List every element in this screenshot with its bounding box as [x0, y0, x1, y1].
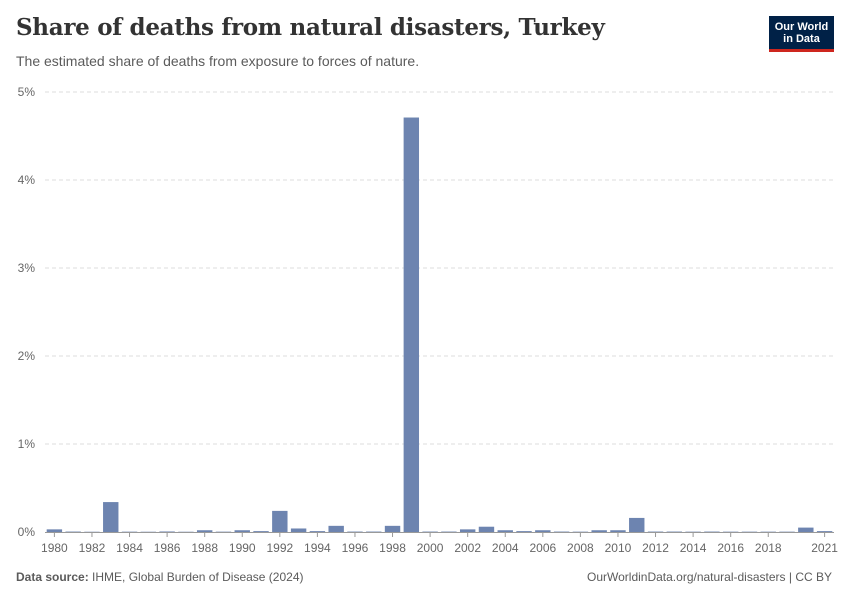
- x-tick-label: 2012: [642, 541, 669, 555]
- x-tick-label: 2018: [755, 541, 782, 555]
- x-tick-label: 1994: [304, 541, 331, 555]
- chart-title: Share of deaths from natural disasters, …: [16, 14, 605, 41]
- x-tick-label: 1986: [154, 541, 181, 555]
- chart-subtitle: The estimated share of deaths from expos…: [16, 53, 420, 69]
- y-tick-label: 0%: [18, 525, 36, 539]
- bar: [46, 529, 63, 532]
- x-tick-label: 2008: [567, 541, 594, 555]
- y-tick-label: 2%: [18, 349, 36, 363]
- x-tick-label: 2000: [417, 541, 444, 555]
- bar: [290, 528, 307, 532]
- x-tick-label: 1990: [229, 541, 256, 555]
- x-tick-label: 1996: [342, 541, 369, 555]
- x-tick-label: 1982: [79, 541, 106, 555]
- logo-line-2: in Data: [783, 33, 820, 45]
- bar: [610, 530, 626, 532]
- bar: [272, 510, 288, 532]
- x-tick-label: 1998: [379, 541, 406, 555]
- y-tick-label: 1%: [18, 437, 36, 451]
- x-tick-label: 2006: [529, 541, 556, 555]
- bar: [535, 530, 551, 532]
- x-tick-label: 1984: [116, 541, 143, 555]
- bar: [816, 531, 833, 532]
- bar: [328, 525, 344, 532]
- bar: [253, 531, 269, 532]
- x-tick-label: 2014: [680, 541, 707, 555]
- logo-line-1: Our World: [774, 21, 829, 33]
- x-tick-label: 1980: [41, 541, 68, 555]
- owid-logo[interactable]: Our World in Data: [769, 16, 834, 52]
- x-tick-label: 1992: [266, 541, 293, 555]
- x-tick-label: 2004: [492, 541, 519, 555]
- data-source-text: IHME, Global Burden of Disease (2024): [92, 570, 304, 584]
- bar: [309, 531, 326, 532]
- data-source-label: Data source:: [16, 570, 89, 584]
- bar: [196, 530, 213, 532]
- x-tick-label: 2021: [811, 541, 838, 555]
- bar: [234, 530, 250, 532]
- x-tick-label: 2010: [605, 541, 632, 555]
- y-tick-label: 5%: [18, 85, 36, 99]
- bar: [798, 527, 814, 532]
- bar: [478, 526, 495, 532]
- x-tick-label: 2016: [717, 541, 744, 555]
- bar: [159, 531, 175, 532]
- bar: [516, 531, 532, 532]
- bar: [103, 502, 119, 532]
- y-tick-label: 4%: [18, 173, 36, 187]
- bar: [591, 530, 607, 532]
- source-url-link[interactable]: OurWorldinData.org/natural-disasters | C…: [587, 570, 832, 584]
- x-tick-label: 1988: [191, 541, 218, 555]
- bar: [459, 529, 476, 532]
- y-tick-label: 3%: [18, 261, 36, 275]
- x-tick-label: 2002: [454, 541, 481, 555]
- data-source: Data source: IHME, Global Burden of Dise…: [16, 570, 303, 584]
- bar: [403, 117, 420, 533]
- bar: [384, 525, 401, 532]
- bar: [497, 530, 513, 532]
- bar: [629, 517, 645, 532]
